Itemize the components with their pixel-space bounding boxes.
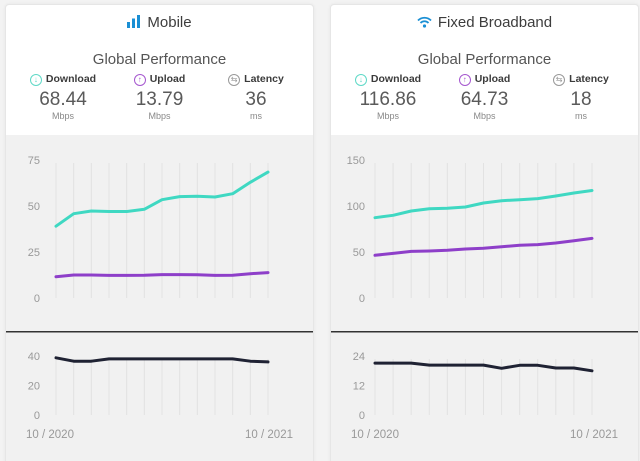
- metric-latency: ⇆ Latency 18 ms: [534, 73, 628, 133]
- x-tick-label: 10 / 2021: [245, 429, 293, 441]
- latency-series-line: [54, 356, 270, 364]
- chart-divider: [331, 331, 638, 333]
- download-series-line: [373, 189, 594, 220]
- y-tick-label: 0: [34, 293, 40, 305]
- metrics-row: ↓ Download 68.44 Mbps ↑ Upload 13.79 Mbps …: [16, 73, 303, 133]
- metric-unit: Mbps: [51, 111, 74, 121]
- metric-value: 68.44: [39, 89, 87, 110]
- metric-upload: ↑ Upload 13.79 Mbps: [113, 73, 207, 133]
- y-tick-label: 0: [359, 293, 365, 305]
- mobile-chart: 0 25 50 75 0 20 40 10 / 2020 10 / 2021: [6, 155, 313, 441]
- metric-upload: ↑ Upload 64.73 Mbps: [438, 73, 532, 133]
- chart-divider: [6, 331, 313, 333]
- panel-title-text: Fixed Broadband: [437, 14, 553, 31]
- panel-title: Fixed Broadband: [331, 14, 638, 33]
- upload-series-line: [54, 271, 270, 279]
- y-tick-label: 12: [353, 381, 365, 393]
- mobile-panel: Mobile Global Performance ↓ Download 68.4…: [5, 4, 314, 461]
- latency-icon: ⇆: [228, 73, 241, 86]
- chart-area: 0 25 50 75 0 20 40 10 / 2020 10 / 2021: [6, 135, 313, 461]
- y-tick-label: 0: [359, 410, 365, 422]
- metric-unit: ms: [250, 111, 262, 121]
- y-tick-label: 24: [353, 351, 365, 363]
- metric-value: 18: [570, 89, 592, 110]
- metric-value: 36: [245, 89, 267, 110]
- y-tick-label: 100: [347, 201, 365, 213]
- latency-icon: ⇆: [553, 73, 566, 86]
- metric-unit: ms: [575, 111, 587, 121]
- y-tick-label: 20: [28, 381, 40, 393]
- panel-subtitle: Global Performance: [92, 51, 227, 68]
- x-tick-label: 10 / 2020: [351, 429, 399, 441]
- download-arrow-icon: ↓: [354, 73, 367, 86]
- panel-subtitle: Global Performance: [417, 51, 552, 68]
- upload-arrow-icon: ↑: [458, 73, 471, 86]
- metrics-row: ↓ Download 116.86 Mbps ↑ Upload 64.73 Mbps…: [341, 73, 628, 133]
- metric-label: Upload: [149, 73, 186, 85]
- metric-unit: Mbps: [376, 111, 399, 121]
- metric-value: 116.86: [359, 89, 417, 110]
- panel-title: Mobile: [6, 14, 313, 33]
- wifi-icon: [417, 15, 432, 33]
- panel-title-text: Mobile: [147, 14, 192, 31]
- metric-latency: ⇆ Latency 36 ms: [209, 73, 303, 133]
- y-tick-label: 75: [28, 155, 40, 167]
- metric-label: Latency: [569, 73, 609, 85]
- metric-label: Download: [370, 73, 422, 85]
- upload-series-line: [373, 236, 594, 257]
- y-tick-label: 0: [34, 410, 40, 422]
- download-arrow-icon: ↓: [29, 73, 42, 86]
- y-tick-label: 50: [28, 201, 40, 213]
- y-tick-label: 50: [353, 247, 365, 259]
- upload-arrow-icon: ↑: [133, 73, 146, 86]
- metric-value: 64.73: [460, 89, 509, 110]
- metric-label: Upload: [474, 73, 511, 85]
- fixed-broadband-chart: 0 50 100 150 0 12 24 10 / 2020 10 / 2021: [331, 155, 638, 441]
- fixed-broadband-panel: Fixed Broadband Global Performance ↓ Down…: [330, 4, 639, 461]
- latency-series-line: [373, 361, 594, 373]
- y-tick-label: 150: [347, 155, 365, 167]
- metric-label: Download: [45, 73, 97, 85]
- metric-unit: Mbps: [148, 111, 171, 121]
- y-tick-label: 25: [28, 247, 40, 259]
- metric-unit: Mbps: [473, 111, 496, 121]
- chart-area: 0 50 100 150 0 12 24 10 / 2020 10 / 2021: [331, 135, 638, 461]
- x-tick-label: 10 / 2020: [26, 429, 74, 441]
- download-series-line: [54, 170, 270, 228]
- metric-value: 13.79: [135, 89, 184, 110]
- metric-download: ↓ Download 68.44 Mbps: [16, 73, 110, 133]
- signal-bars-icon: [127, 15, 141, 33]
- x-tick-label: 10 / 2021: [570, 429, 618, 441]
- y-tick-label: 40: [28, 351, 40, 363]
- metric-download: ↓ Download 116.86 Mbps: [341, 73, 435, 133]
- metric-label: Latency: [244, 73, 284, 85]
